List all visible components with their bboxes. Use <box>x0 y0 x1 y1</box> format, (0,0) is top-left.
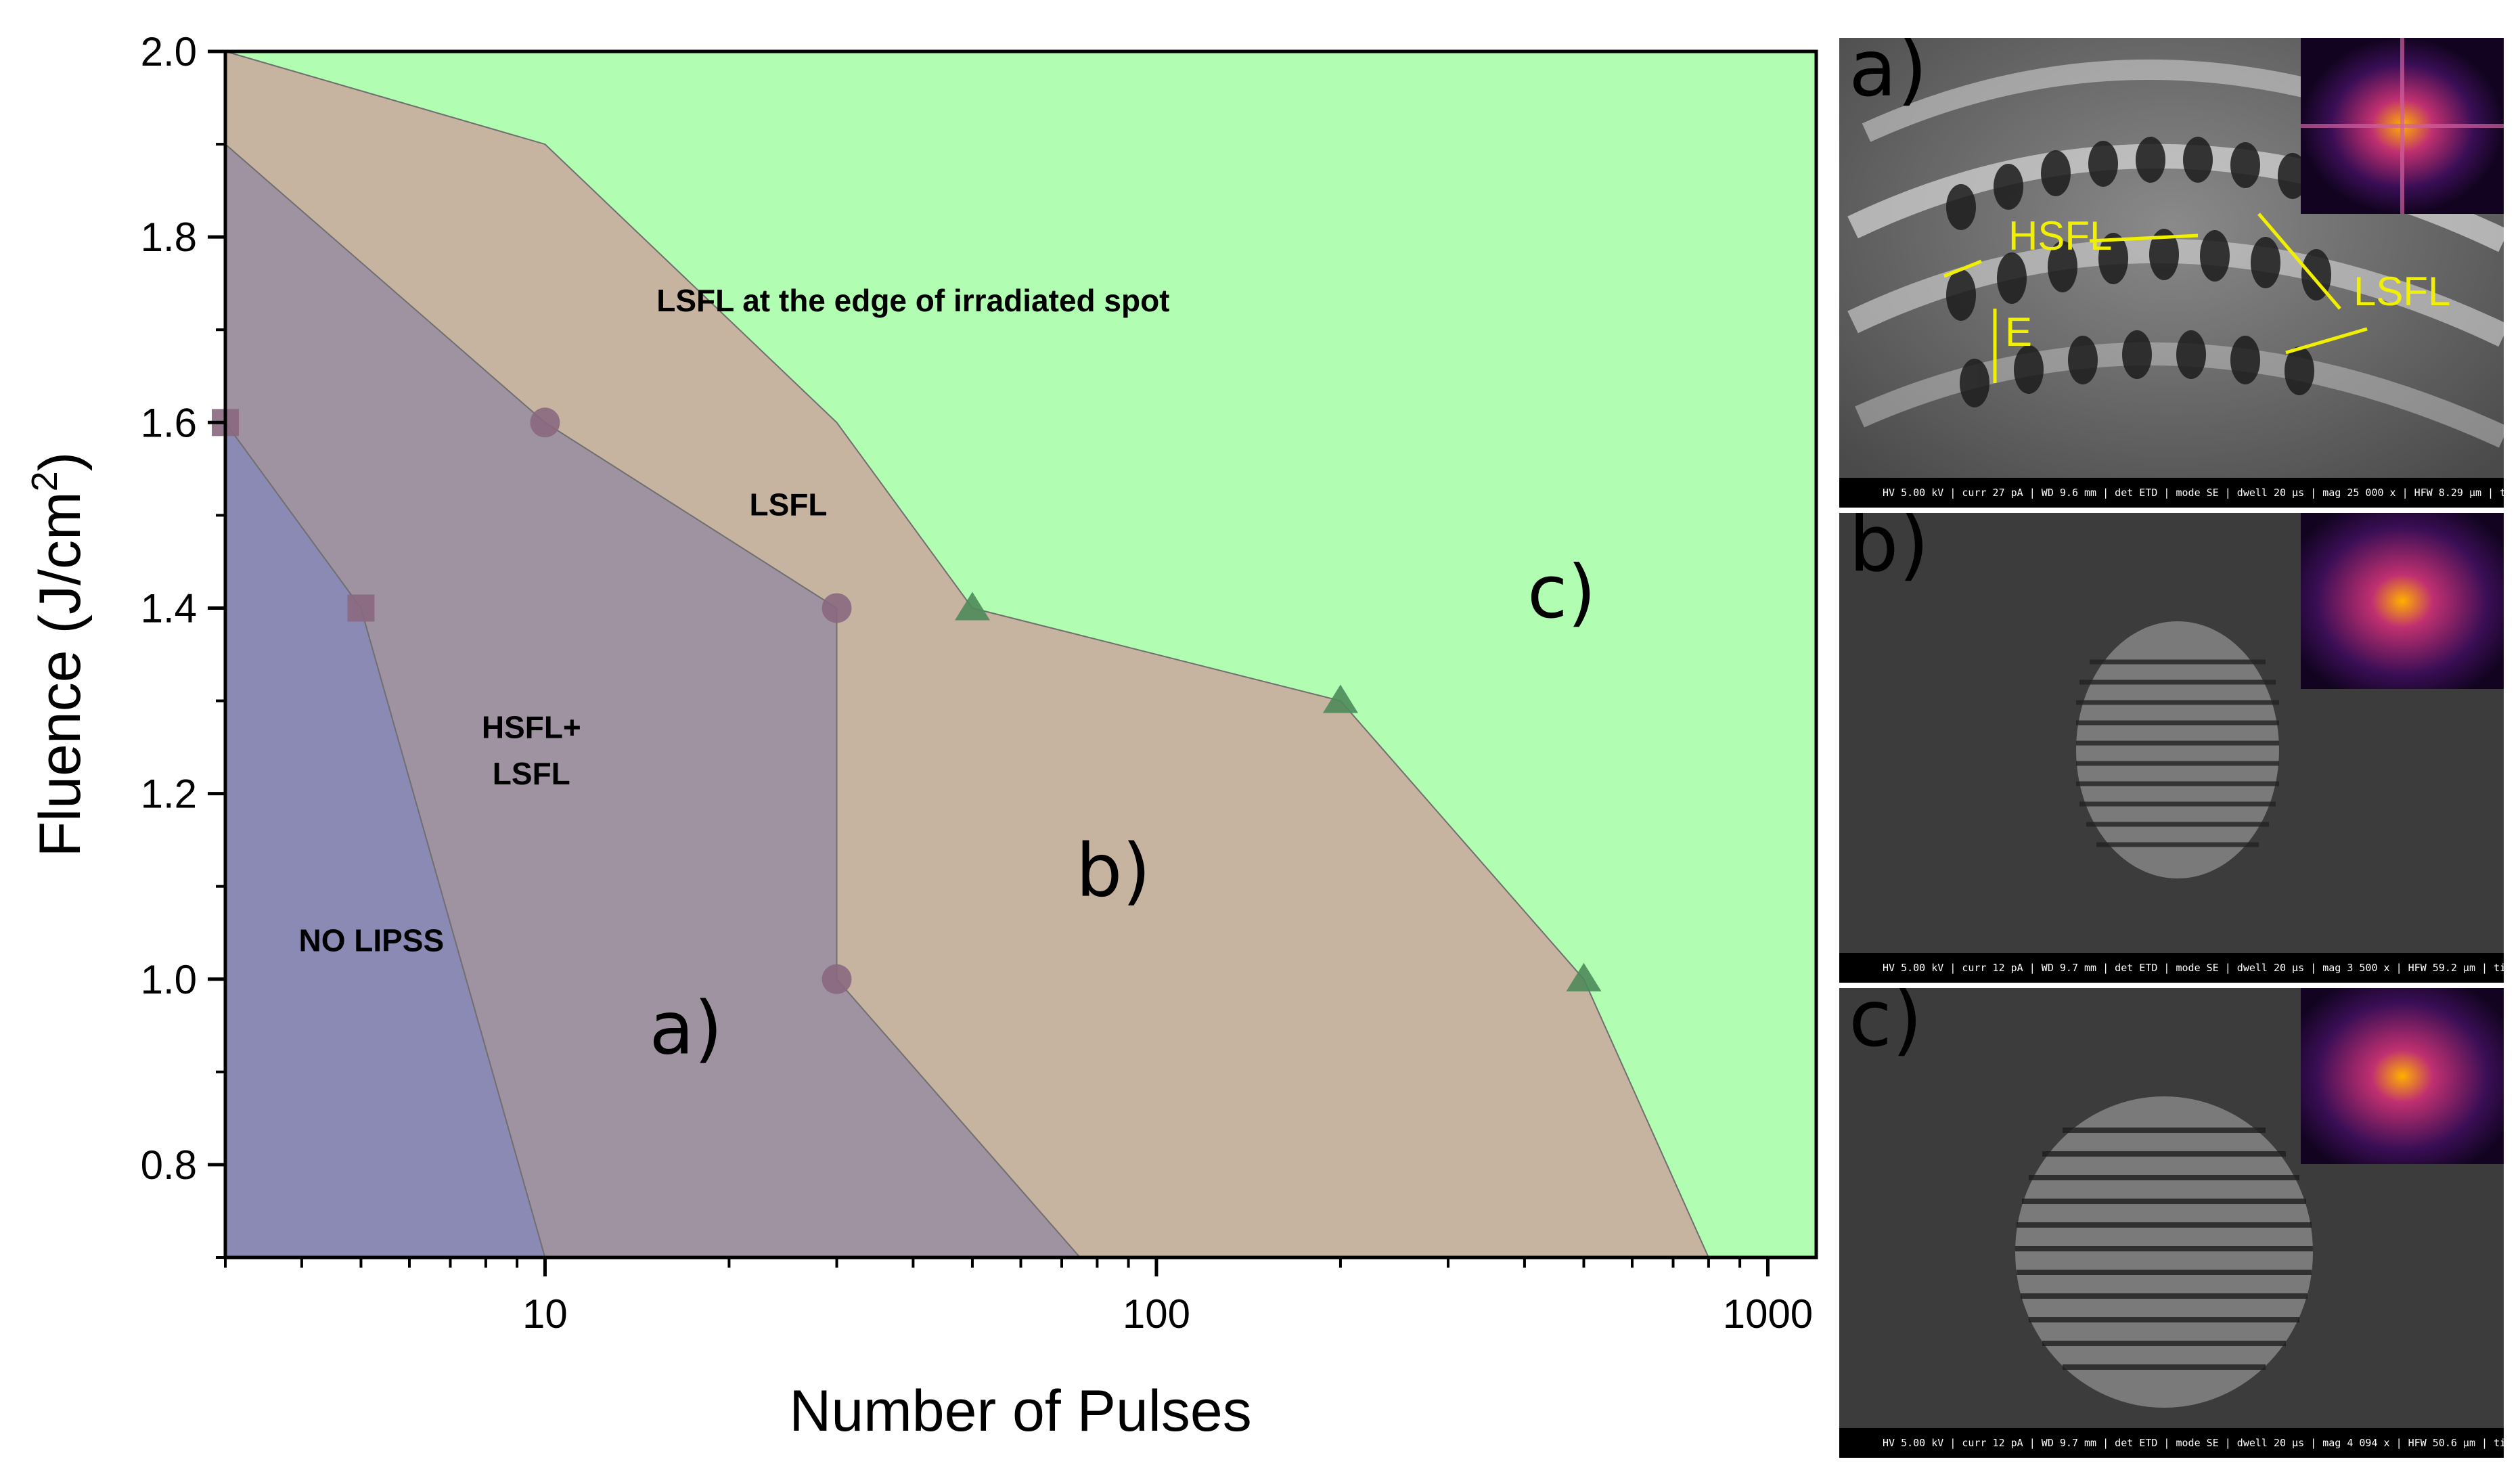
panel-a-letter: a) <box>1849 38 1928 114</box>
sem-image-a <box>1839 38 2504 508</box>
y-tick-label-3: 1.4 <box>141 585 197 631</box>
regions-layer <box>225 50 1817 1258</box>
region-label-4: NO LIPSS <box>298 923 444 958</box>
ticks-layer: 0.8 1.0 1.2 1.4 1.6 1.8 2.0 10 100 1000 <box>141 29 1814 1337</box>
panel-a-e-label: E <box>2005 309 2033 355</box>
panel-b-letter: b) <box>1849 513 1929 589</box>
sem-panel-a: a) HSFL LSFL E HV 5.00 kV | curr 27 pA |… <box>1839 38 2504 508</box>
sem-image-c <box>1839 988 2504 1458</box>
region-letter-2: c) <box>1527 550 1596 635</box>
y-axis-title-end: ) <box>28 452 93 472</box>
y-axis-title-main: Fluence (J/cm <box>28 491 93 857</box>
y-tick-label-2: 1.2 <box>141 772 197 817</box>
sem-panel-c: c) HV 5.00 kV | curr 12 pA | WD 9.7 mm |… <box>1839 988 2504 1458</box>
y-tick-label-4: 1.6 <box>141 400 197 445</box>
region-label-3: LSFL <box>493 756 570 791</box>
marker-triangle-0 <box>954 592 990 621</box>
region-label-1: LSFL <box>749 487 827 522</box>
x-tick-label-1: 100 <box>1123 1291 1190 1337</box>
region-letter-0: a) <box>649 986 722 1071</box>
panel-a-info-bar: HV 5.00 kV | curr 27 pA | WD 9.6 mm | de… <box>1839 478 2504 508</box>
panel-a-lsfl-label: LSFL <box>2354 269 2451 314</box>
x-tick-label-2: 1000 <box>1723 1291 1813 1337</box>
text-layer: LSFL at the edge of irradiated spot LSFL H… <box>298 283 1596 1071</box>
sem-panel-b: b) HV 5.00 kV | curr 12 pA | WD 9.7 mm |… <box>1839 513 2504 983</box>
y-tick-label-1: 1.0 <box>141 957 197 1002</box>
y-tick-label-0: 0.8 <box>141 1142 197 1188</box>
x-axis-title: Number of Pulses <box>789 1379 1252 1444</box>
fluence-pulses-chart: 0.8 1.0 1.2 1.4 1.6 1.8 2.0 10 100 1000 LSFL at t… <box>24 29 1818 1444</box>
panel-b-info-bar: HV 5.00 kV | curr 12 pA | WD 9.7 mm | de… <box>1839 953 2504 983</box>
sem-image-b <box>1839 513 2504 983</box>
region-letter-1: b) <box>1076 828 1151 913</box>
y-tick-label-6: 2.0 <box>141 29 197 74</box>
panel-a-hsfl-label: HSFL <box>2008 213 2113 259</box>
y-tick-label-5: 1.8 <box>141 215 197 260</box>
marker-square-1 <box>347 594 375 622</box>
x-tick-label-0: 10 <box>522 1291 568 1337</box>
marker-triangle-2 <box>1566 962 1602 991</box>
panel-c-letter: c) <box>1849 988 1923 1065</box>
marker-circle-2 <box>822 964 852 994</box>
region-label-0: LSFL at the edge of irradiated spot <box>656 283 1169 318</box>
y-axis-title-sup: 2 <box>24 471 65 491</box>
marker-triangle-1 <box>1322 684 1358 713</box>
y-axis-title: Fluence (J/cm2) <box>24 452 93 857</box>
panel-c-info-bar: HV 5.00 kV | curr 12 pA | WD 9.7 mm | de… <box>1839 1428 2504 1458</box>
marker-circle-1 <box>822 593 852 623</box>
region-label-2: HSFL+ <box>482 709 581 744</box>
marker-circle-0 <box>530 407 560 438</box>
